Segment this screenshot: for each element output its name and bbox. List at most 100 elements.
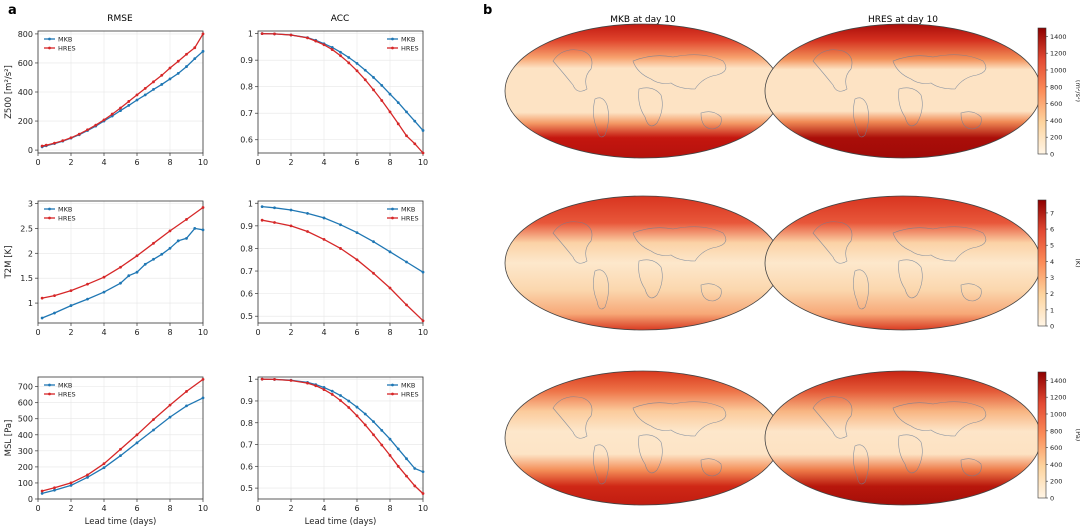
y-tick-label: 0.9 (240, 397, 253, 406)
data-point-hres (40, 144, 44, 148)
colorbar-tick-label: 0 (1050, 323, 1054, 331)
data-point-mkb (127, 274, 131, 278)
data-point-mkb (405, 457, 408, 461)
series-line-mkb (41, 397, 204, 495)
data-point-mkb (86, 297, 89, 301)
colorbar-tick-label: 600 (1050, 100, 1062, 108)
x-tick-label: 2 (288, 158, 293, 167)
data-point-hres (372, 433, 375, 437)
data-point-hres (102, 275, 106, 279)
data-point-hres (306, 230, 309, 233)
data-point-hres (160, 73, 164, 77)
continent-outline (700, 458, 722, 477)
x-tick-label: 0 (255, 504, 260, 513)
data-point-mkb (160, 252, 164, 256)
t2m-mkb-map (504, 195, 782, 331)
data-point-hres (363, 78, 367, 82)
z500-hres-map (764, 23, 1042, 159)
x-tick-label: 2 (288, 504, 293, 513)
data-point-hres (53, 486, 56, 490)
y-tick-label: 1 (248, 375, 253, 384)
data-point-hres (413, 484, 417, 488)
data-point-mkb (168, 415, 172, 419)
data-point-hres (322, 388, 326, 392)
x-tick-label: 4 (101, 504, 106, 513)
legend-marker (48, 216, 51, 220)
y-axis-label: T2M [K] (4, 246, 14, 280)
x-tick-label: 2 (68, 158, 73, 167)
data-point-hres (396, 464, 400, 468)
colorbar-tick-label: 800 (1050, 83, 1062, 91)
continent-outline (898, 87, 923, 127)
continent-outline (638, 434, 663, 474)
hres-map-title: HRES at day 10 (868, 15, 938, 25)
continent-outline (812, 49, 853, 92)
y-tick-label: 0 (28, 146, 33, 155)
data-point-mkb (86, 475, 89, 479)
x-tick-label: 4 (321, 158, 326, 167)
data-point-mkb (168, 77, 172, 81)
x-tick-label: 0 (35, 504, 40, 513)
data-point-hres (339, 54, 342, 58)
panel-label-b: b (483, 3, 492, 18)
data-point-hres (53, 294, 56, 298)
continent-outline (632, 226, 727, 262)
panel-label-a: a (8, 3, 17, 18)
data-point-mkb (152, 87, 155, 91)
continent-outline (632, 54, 727, 90)
acc-column-title: ACC (331, 14, 350, 24)
x-tick-label: 4 (101, 328, 106, 337)
msl-colorbar: 0 200 400 600 800 1000 1200 1400 (Pa) (1037, 371, 1080, 503)
data-point-hres (168, 403, 172, 407)
y-tick-label: 1 (28, 299, 33, 308)
plot-frame (37, 200, 204, 324)
colorbar-tick-label: 200 (1050, 478, 1062, 486)
x-tick-label: 6 (134, 158, 139, 167)
data-point-mkb (380, 83, 384, 87)
x-tick-label: 10 (198, 158, 208, 167)
x-tick-label: 8 (387, 328, 392, 337)
data-point-mkb (363, 412, 367, 416)
series-line-mkb (262, 33, 424, 131)
legend-label: HRES (58, 45, 76, 53)
colorbar-tick-label: 7 (1050, 209, 1054, 217)
data-point-mkb (372, 76, 375, 79)
colorbar-tick-label: 1 (1050, 306, 1054, 314)
data-point-mkb (330, 46, 334, 49)
data-point-hres (413, 142, 417, 146)
continent-outline (960, 111, 982, 130)
data-point-hres (135, 433, 139, 437)
data-point-mkb (201, 228, 205, 232)
legend-label: MKB (401, 36, 415, 44)
data-point-mkb (347, 56, 351, 59)
data-point-hres (53, 141, 56, 145)
z500-mkb-map (504, 23, 782, 159)
data-point-mkb (185, 404, 188, 408)
data-point-hres (201, 32, 205, 36)
data-point-mkb (185, 236, 188, 240)
colorbar-label: (Pa) (1074, 429, 1080, 442)
data-point-mkb (143, 262, 147, 266)
data-point-hres (94, 123, 98, 127)
data-point-mkb (363, 68, 367, 72)
data-point-mkb (413, 119, 417, 123)
data-point-mkb (119, 109, 122, 112)
x-axis-label: Lead time (days) (85, 517, 157, 527)
mkb-map-title: MKB at day 10 (610, 15, 676, 25)
rmse-column-title: RMSE (107, 14, 133, 24)
legend-label: HRES (58, 215, 76, 223)
data-point-hres (289, 33, 293, 37)
y-axis-label: MSL [Pa] (4, 420, 14, 457)
plot-frame (257, 30, 424, 154)
data-point-hres (119, 106, 122, 110)
t2m-hres-map (764, 195, 1042, 331)
data-point-mkb (119, 454, 122, 458)
colorbar-tick-label: 1400 (1050, 377, 1067, 385)
colorbar-tick-label: 6 (1050, 226, 1054, 234)
continent-outline (552, 221, 593, 264)
x-tick-label: 10 (198, 328, 208, 337)
data-point-hres (380, 99, 384, 102)
data-point-hres (119, 447, 122, 451)
